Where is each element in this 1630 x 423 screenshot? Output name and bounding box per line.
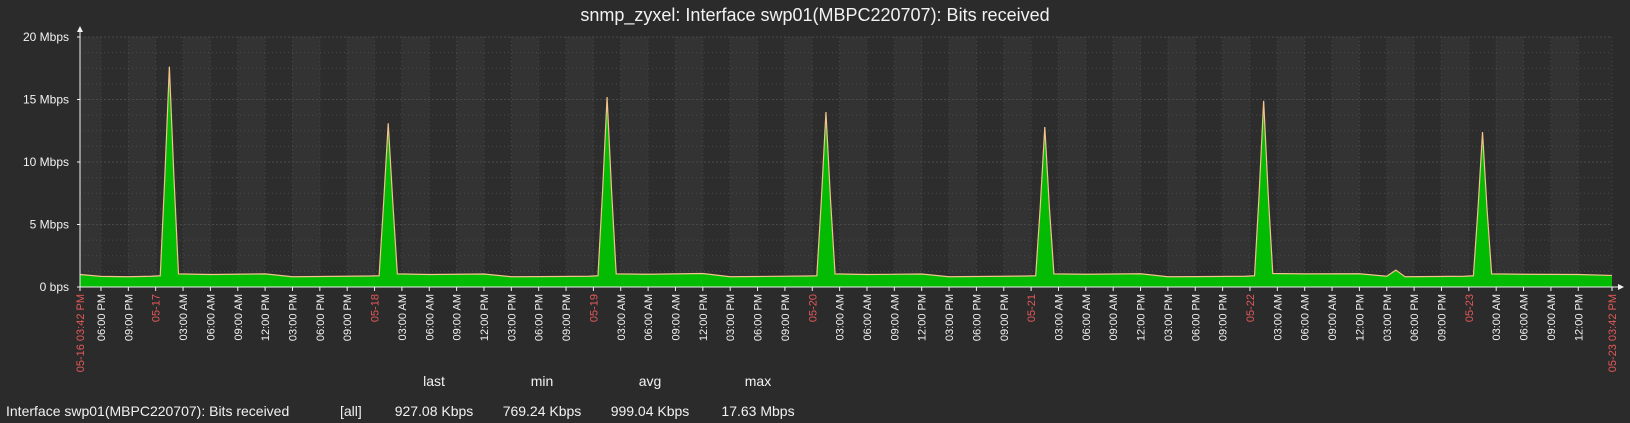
series-fill-area — [80, 66, 1612, 287]
series-line — [79, 66, 1613, 278]
x-axis-tick-label: 09:00 PM — [123, 294, 135, 341]
x-axis-tick-label: 03:00 PM — [725, 294, 737, 341]
x-axis-tick-label: 05-22 — [1245, 294, 1257, 322]
x-axis-tick-label: 09:00 PM — [561, 294, 573, 341]
x-axis-tick-label: 09:00 AM — [889, 294, 901, 340]
legend-max-value: 17.63 Mbps — [721, 403, 794, 419]
x-axis-tick-label: 03:00 AM — [1053, 294, 1065, 340]
x-axis-tick-label: 03:00 PM — [1163, 294, 1175, 341]
x-axis-tick-label: 12:00 PM — [479, 294, 491, 341]
x-axis-tick-label: 03:00 PM — [287, 294, 299, 341]
legend-min-header: min — [531, 373, 554, 389]
legend-avg-header: avg — [639, 373, 662, 389]
x-axis-tick-label: 06:00 PM — [1190, 294, 1202, 341]
x-axis-tick-label: 03:00 AM — [178, 294, 190, 340]
x-axis-tick-label: 09:00 AM — [670, 294, 682, 340]
x-axis-tick-label: 06:00 PM — [1409, 294, 1421, 341]
y-axis-labels: 0 bps 5 Mbps 10 Mbps 15 Mbps 20 Mbps — [23, 30, 69, 294]
x-axis-tick-label: 12:00 PM — [1573, 294, 1585, 341]
y-axis-tick-label: 5 Mbps — [30, 218, 69, 232]
legend-avg-value: 999.04 Kbps — [611, 403, 690, 419]
x-axis-tick-label: 05-16 03:42 PM — [75, 294, 87, 372]
x-axis-tick-label: 12:00 PM — [917, 294, 929, 341]
x-axis-tick-label: 06:00 AM — [643, 294, 655, 340]
axes — [77, 26, 1624, 291]
time-band — [1578, 37, 1612, 287]
x-axis-tick-label: 12:00 PM — [1136, 294, 1148, 341]
x-axis-tick-label: 12:00 PM — [260, 294, 272, 341]
x-axis-tick-label: 03:00 PM — [1382, 294, 1394, 341]
x-axis-tick-label: 05-18 — [370, 294, 382, 322]
x-axis-labels: 05-16 03:42 PM 06:00 PM 09:00 PM 05-17 03:00… — [75, 294, 1619, 372]
y-axis-tick-label: 10 Mbps — [23, 155, 69, 169]
x-axis-tick-label: 09:00 AM — [233, 294, 245, 340]
x-axis-tick-label: 06:00 PM — [96, 294, 108, 341]
legend-last-value: 927.08 Kbps — [395, 403, 474, 419]
x-axis-tick-label: 09:00 AM — [452, 294, 464, 340]
x-axis-tick-label: 06:00 AM — [424, 294, 436, 340]
x-axis-tick-label: 03:00 AM — [397, 294, 409, 340]
x-axis-tick-label: 06:00 AM — [205, 294, 217, 340]
x-axis-tick-label: 06:00 AM — [1519, 294, 1531, 340]
legend-min-value: 769.24 Kbps — [503, 403, 582, 419]
x-axis-tick-label: 09:00 AM — [1546, 294, 1558, 340]
x-axis-tick-label: 05-20 — [807, 294, 819, 322]
x-axis-tick-label: 05-23 — [1464, 294, 1476, 322]
x-axis-tick-label: 09:00 PM — [1218, 294, 1230, 341]
x-axis-tick-label: 06:00 AM — [1300, 294, 1312, 340]
x-axis-tick-label: 03:00 AM — [616, 294, 628, 340]
y-axis-tick-label: 15 Mbps — [23, 93, 69, 107]
x-axis-tick-label: 03:00 AM — [1491, 294, 1503, 340]
x-axis-tick-label: 03:00 AM — [835, 294, 847, 340]
x-axis-tick-label: 09:00 AM — [1327, 294, 1339, 340]
x-axis-tick-label: 05-17 — [151, 294, 163, 322]
y-axis-tick-label: 0 bps — [40, 280, 69, 294]
legend-function-label: [all] — [340, 403, 362, 419]
series-area — [79, 66, 1613, 287]
x-axis-tick-label: 09:00 PM — [780, 294, 792, 341]
x-axis-tick-label: 12:00 PM — [698, 294, 710, 341]
legend-series-label: Interface swp01(MBPC220707): Bits receiv… — [6, 403, 289, 419]
y-axis-arrow-icon — [77, 26, 83, 32]
legend-max-header: max — [745, 373, 771, 389]
x-axis-tick-label: 06:00 AM — [1081, 294, 1093, 340]
x-axis-tick-label: 12:00 PM — [1354, 294, 1366, 341]
x-axis-tick-label: 05-23 03:42 PM — [1607, 294, 1619, 372]
grid-lines — [79, 36, 1613, 288]
x-axis-tick-label: 03:00 AM — [1272, 294, 1284, 340]
x-axis-tick-label: 03:00 PM — [944, 294, 956, 341]
x-axis-tick-label: 09:00 PM — [342, 294, 354, 341]
x-axis-tick-label: 03:00 PM — [506, 294, 518, 341]
x-axis-arrow-icon — [1618, 284, 1624, 290]
y-axis-tick-label: 20 Mbps — [23, 30, 69, 44]
x-axis-tick-label: 09:00 AM — [1108, 294, 1120, 340]
legend: last min avg max Interface swp01(MBPC220… — [6, 373, 795, 419]
x-axis-tick-label: 06:00 PM — [971, 294, 983, 341]
x-axis-tick-label: 06:00 AM — [862, 294, 874, 340]
x-axis-tick-label: 06:00 PM — [753, 294, 765, 341]
x-axis-tick-label: 05-21 — [1026, 294, 1038, 322]
x-axis-tick-label: 06:00 PM — [315, 294, 327, 341]
legend-last-header: last — [423, 373, 445, 389]
x-axis-tick-label: 09:00 PM — [1436, 294, 1448, 341]
chart-title: snmp_zyxel: Interface swp01(MBPC220707):… — [580, 5, 1049, 26]
x-axis-tick-label: 05-19 — [588, 294, 600, 322]
x-axis-tick-label: 09:00 PM — [999, 294, 1011, 341]
x-axis-tick-label: 06:00 PM — [534, 294, 546, 341]
